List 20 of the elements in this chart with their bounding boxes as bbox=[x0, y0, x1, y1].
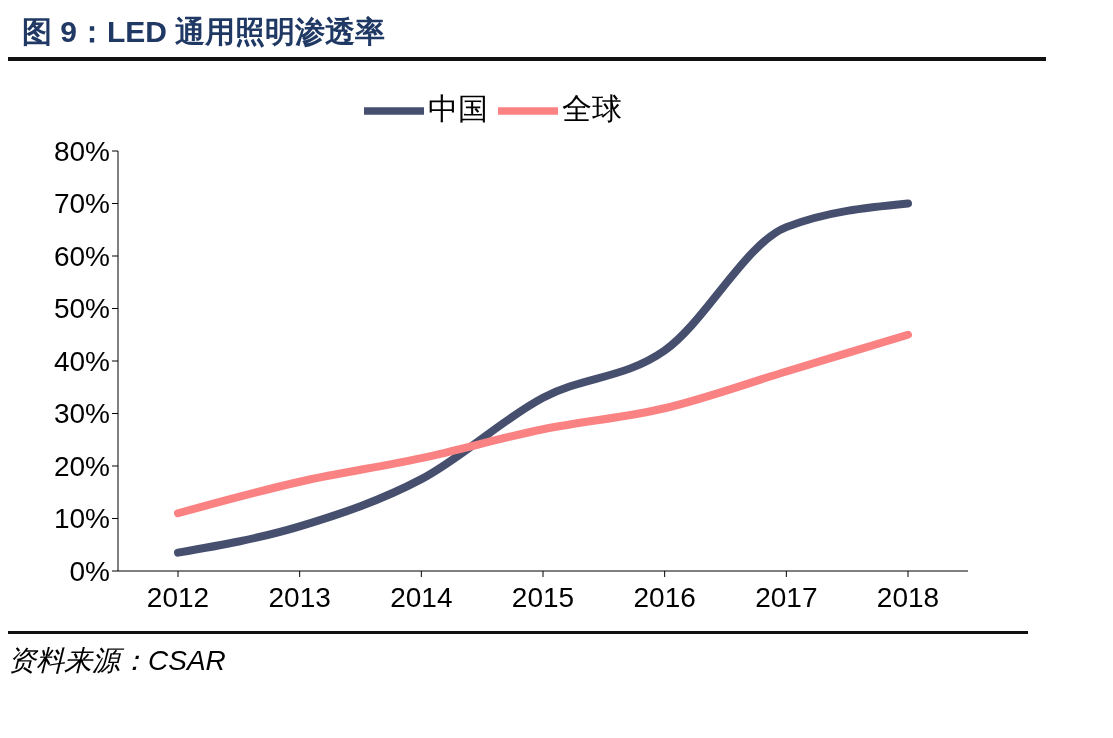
y-tick-label: 10% bbox=[53, 503, 110, 535]
y-tick-label: 60% bbox=[53, 240, 110, 272]
x-tick-label: 2016 bbox=[633, 581, 696, 613]
y-tick-label: 70% bbox=[53, 188, 110, 220]
x-tick-label: 2013 bbox=[268, 581, 331, 613]
chart-title: 图 9：LED 通用照明渗透率 bbox=[8, 8, 1046, 61]
y-tick-label: 30% bbox=[53, 398, 110, 430]
y-tick-label: 20% bbox=[53, 450, 110, 482]
x-tick-label: 2014 bbox=[390, 581, 453, 613]
y-tick-label: 50% bbox=[53, 293, 110, 325]
x-tick-label: 2012 bbox=[146, 581, 210, 613]
legend-label: 中国 bbox=[428, 91, 488, 125]
legend-label: 全球 bbox=[562, 91, 622, 125]
x-tick-label: 2017 bbox=[755, 581, 818, 613]
x-tick-label: 2018 bbox=[876, 581, 940, 613]
y-tick-label: 40% bbox=[53, 345, 110, 377]
y-tick-label: 80% bbox=[53, 135, 110, 167]
x-tick-label: 2015 bbox=[511, 581, 575, 613]
text: 资料来源：CSAR bbox=[8, 644, 227, 678]
y-tick-label: 0% bbox=[69, 555, 110, 587]
